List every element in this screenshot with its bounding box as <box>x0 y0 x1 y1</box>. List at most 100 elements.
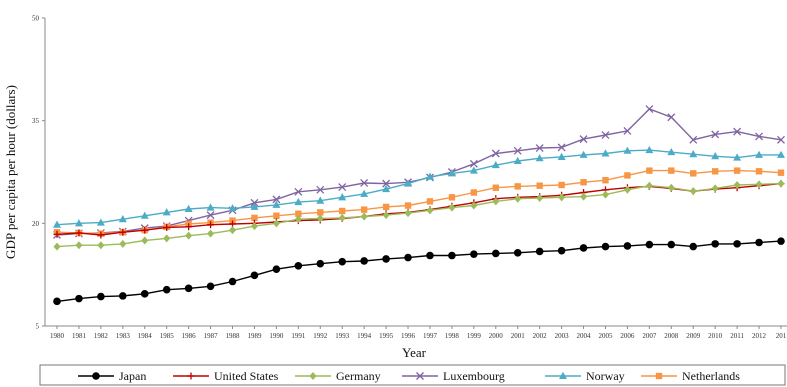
data-point-luxembourg <box>623 126 632 135</box>
legend-item-netherlands: Netherlands <box>641 369 740 383</box>
data-point-luxembourg <box>711 130 720 139</box>
legend-label-netherlands: Netherlands <box>682 369 740 383</box>
data-point-norway <box>579 150 588 158</box>
data-point-germany <box>294 215 302 224</box>
data-point-netherlands <box>733 167 741 174</box>
data-point-germany <box>601 190 609 199</box>
data-point-luxembourg <box>535 144 544 153</box>
data-point-norway <box>140 211 149 219</box>
y-tick-label: 35 <box>32 117 40 125</box>
legend-item-luxembourg: Luxembourg <box>402 369 505 383</box>
data-point-germany <box>755 180 763 189</box>
data-point-norway <box>623 146 632 154</box>
marker-stroke <box>416 372 424 380</box>
x-tick-label: 1992 <box>313 332 328 340</box>
data-point-japan <box>272 265 281 273</box>
x-tick-label: 1999 <box>467 332 482 340</box>
data-point-japan <box>404 253 412 262</box>
data-point-norway <box>404 179 413 187</box>
x-tick-label: 1985 <box>160 332 175 340</box>
data-point-germany <box>777 179 785 188</box>
data-point-luxembourg <box>206 211 215 220</box>
marker-stroke <box>316 185 325 194</box>
data-point-netherlands <box>404 202 412 209</box>
data-point-norway <box>733 153 742 161</box>
data-point-japan <box>97 292 105 301</box>
data-point-luxembourg <box>272 195 281 204</box>
y-tick-label: 5 <box>36 323 40 331</box>
data-point-luxembourg <box>777 135 785 144</box>
x-tick-label: 1984 <box>138 332 153 340</box>
data-point-germany <box>338 213 346 222</box>
data-point-netherlands <box>624 172 631 179</box>
x-tick-label: 1988 <box>226 332 241 340</box>
data-point-luxembourg <box>733 127 742 136</box>
data-point-norway <box>513 156 522 165</box>
data-point-japan <box>294 261 303 270</box>
data-point-germany <box>733 181 741 190</box>
marker-stroke <box>382 179 391 188</box>
data-point-japan <box>119 292 127 300</box>
data-point-netherlands <box>448 194 456 201</box>
data-point-germany <box>426 206 434 215</box>
data-point-germany <box>119 239 127 248</box>
data-point-germany <box>272 219 280 228</box>
data-point-germany <box>470 201 478 210</box>
data-point-japan <box>426 251 434 260</box>
data-point-norway <box>338 193 347 201</box>
data-point-norway <box>491 160 500 169</box>
data-point-norway <box>689 150 698 158</box>
marker-stroke <box>338 183 347 192</box>
data-point-united-states <box>53 230 61 238</box>
marker-stroke <box>623 126 632 135</box>
x-tick-label: 2012 <box>752 332 767 340</box>
x-tick-label: 1980 <box>50 332 65 340</box>
data-point-germany <box>53 242 61 251</box>
y-tick-label: 50 <box>32 15 40 23</box>
data-point-japan <box>513 248 522 257</box>
data-point-japan <box>382 255 390 263</box>
data-point-norway <box>74 219 83 227</box>
data-point-norway <box>228 204 237 212</box>
data-point-norway <box>557 152 566 160</box>
data-point-luxembourg <box>601 131 610 139</box>
legend-item-japan: Japan <box>78 369 146 383</box>
legend-marker-united-states <box>187 372 195 380</box>
data-point-netherlands <box>668 167 675 174</box>
marker-stroke <box>513 146 522 155</box>
x-tick-label: 2011 <box>730 332 744 340</box>
data-point-norway <box>755 150 764 158</box>
data-point-united-states <box>207 221 215 229</box>
legend-label-united-states: United States <box>214 369 279 383</box>
data-point-germany <box>75 241 83 250</box>
marker-stroke <box>294 187 303 196</box>
data-point-luxembourg <box>316 185 325 194</box>
x-tick-label: 1994 <box>357 332 372 340</box>
data-point-netherlands <box>602 177 609 184</box>
data-point-japan <box>557 246 566 255</box>
data-point-united-states <box>141 226 149 234</box>
data-point-germany <box>580 192 588 201</box>
data-point-luxembourg <box>513 146 522 155</box>
data-point-norway <box>535 154 544 162</box>
data-point-japan <box>777 237 785 245</box>
legend: Japan United States Germany Luxembourg Norwa… <box>39 364 786 386</box>
marker-stroke <box>777 135 785 144</box>
data-point-japan <box>448 251 456 260</box>
data-point-netherlands <box>317 209 324 216</box>
data-point-netherlands <box>426 198 434 205</box>
series-japan <box>53 237 785 306</box>
series-layer <box>53 105 785 306</box>
x-tick-label: 1989 <box>247 332 262 340</box>
legend-marker-netherlands <box>655 372 663 380</box>
data-point-japan <box>53 297 61 306</box>
data-point-germany <box>229 226 237 235</box>
legend-item-norway: Norway <box>545 369 625 383</box>
data-point-japan <box>206 282 215 291</box>
data-point-japan <box>711 240 719 248</box>
data-point-netherlands <box>646 167 653 174</box>
data-point-norway <box>250 202 259 210</box>
x-axis-title: Year <box>402 345 427 360</box>
x-tick-label: 2004 <box>577 332 592 340</box>
data-point-luxembourg <box>469 159 478 168</box>
